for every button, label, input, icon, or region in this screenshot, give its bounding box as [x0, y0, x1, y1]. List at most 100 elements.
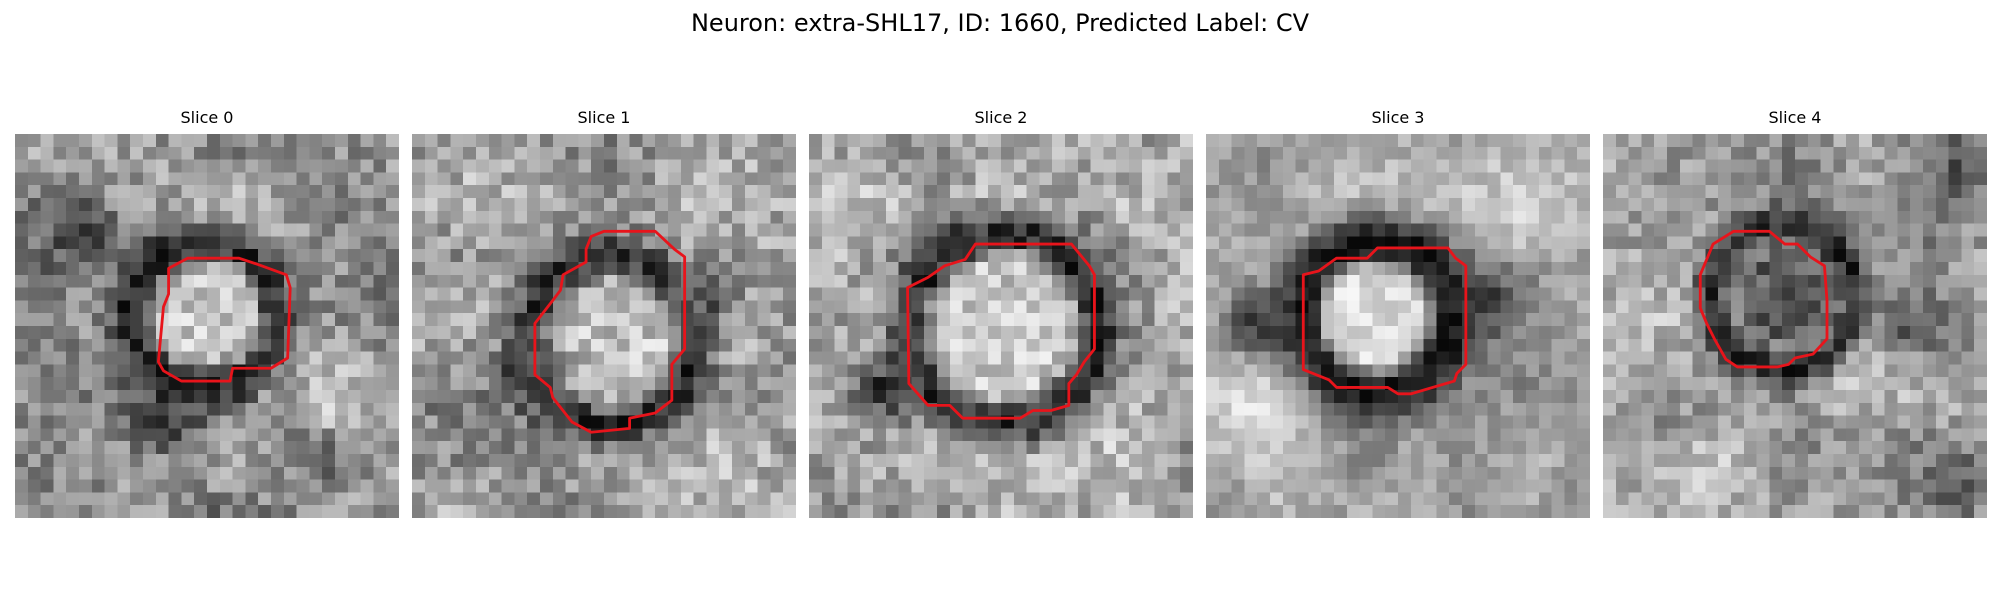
pixel [1897, 313, 1911, 327]
pixel [1359, 454, 1373, 468]
pixel [155, 479, 169, 493]
pixel [1090, 185, 1104, 199]
pixel [873, 236, 887, 250]
pixel [1756, 198, 1770, 212]
pixel [1923, 313, 1937, 327]
pixel [412, 287, 426, 301]
pixel [143, 185, 157, 199]
pixel [1013, 172, 1027, 186]
pixel [1526, 338, 1540, 352]
pixel [1206, 326, 1220, 340]
pixel [1026, 172, 1040, 186]
pixel [604, 390, 618, 404]
pixel [1743, 210, 1757, 224]
pixel [604, 492, 618, 506]
pixel [1167, 390, 1181, 404]
pixel [1615, 249, 1629, 263]
pixel [1538, 364, 1552, 378]
pixel [1551, 300, 1565, 314]
pixel [1116, 505, 1130, 518]
pixel [770, 185, 784, 199]
pixel [1897, 210, 1911, 224]
pixel [1231, 262, 1245, 276]
pixel [66, 492, 80, 506]
pixel [1603, 146, 1617, 160]
pixel [1526, 313, 1540, 327]
pixel [1116, 236, 1130, 250]
pixel [885, 262, 899, 276]
pixel [1462, 159, 1476, 173]
pixel [104, 146, 118, 160]
pixel [1372, 146, 1386, 160]
pixel [809, 479, 823, 493]
pixel [463, 390, 477, 404]
pixel [117, 377, 131, 391]
pixel [975, 364, 989, 378]
pixel [104, 390, 118, 404]
pixel [1244, 159, 1258, 173]
pixel [168, 441, 182, 455]
pixel [1820, 210, 1834, 224]
pixel [181, 236, 195, 250]
pixel [1167, 326, 1181, 340]
pixel [232, 402, 246, 416]
pixel [1129, 185, 1143, 199]
pixel [988, 441, 1002, 455]
pixel [1462, 287, 1476, 301]
pixel [1615, 185, 1629, 199]
pixel [1526, 479, 1540, 493]
pixel [309, 479, 323, 493]
pixel [1897, 428, 1911, 442]
pixel [424, 249, 438, 263]
pixel [719, 249, 733, 263]
pixel [271, 223, 285, 237]
pixel [219, 236, 233, 250]
pixel [1359, 210, 1373, 224]
pixel [219, 338, 233, 352]
pixel [322, 428, 336, 442]
pixel [1526, 134, 1540, 148]
pixel [1615, 402, 1629, 416]
pixel [1026, 505, 1040, 518]
pixel [693, 402, 707, 416]
pixel [1577, 492, 1590, 506]
pixel [1692, 466, 1706, 480]
pixel [1462, 428, 1476, 442]
pixel [1513, 454, 1527, 468]
pixel [424, 287, 438, 301]
pixel [1346, 466, 1360, 480]
pixel [1231, 236, 1245, 250]
pixel [1833, 146, 1847, 160]
pixel [527, 300, 541, 314]
pixel [1462, 364, 1476, 378]
pixel [1372, 185, 1386, 199]
pixel [1398, 428, 1412, 442]
pixel [1218, 287, 1232, 301]
pixel [437, 479, 451, 493]
pixel [386, 262, 399, 276]
pixel [1116, 300, 1130, 314]
pixel [834, 390, 848, 404]
pixel [1807, 479, 1821, 493]
pixel [744, 287, 758, 301]
pixel [668, 441, 682, 455]
pixel [1257, 390, 1271, 404]
pixel [1718, 454, 1732, 468]
pixel [693, 198, 707, 212]
pixel [245, 300, 259, 314]
pixel [757, 159, 771, 173]
pixel [1500, 492, 1514, 506]
pixel [1948, 441, 1962, 455]
pixel [501, 262, 515, 276]
pixel [1346, 454, 1360, 468]
pixel [527, 287, 541, 301]
pixel [40, 466, 54, 480]
pixel [1129, 249, 1143, 263]
pixel [386, 313, 399, 327]
pixel [1679, 402, 1693, 416]
pixel [1884, 492, 1898, 506]
pixel [1270, 159, 1284, 173]
pixel [1090, 351, 1104, 365]
slice-title-4: Slice 4 [1768, 108, 1822, 127]
pixel [809, 390, 823, 404]
